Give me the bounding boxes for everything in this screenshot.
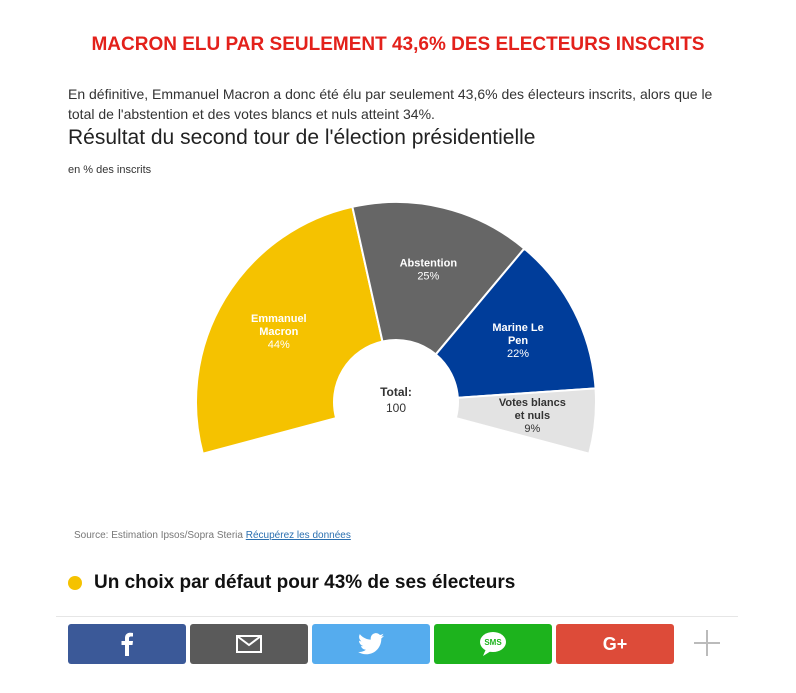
email-icon <box>236 635 262 653</box>
slice-label-1: Abstention 25% <box>400 257 458 282</box>
facebook-icon <box>121 632 133 656</box>
section-heading: Un choix par défaut pour 43% de ses élec… <box>68 572 515 594</box>
facebook-share-button[interactable] <box>68 624 186 664</box>
divider <box>56 616 738 617</box>
google-plus-icon: G+ <box>602 633 628 654</box>
semi-donut-chart: Emmanuel Macron 44% Abstention 25% Marine Le P… <box>195 201 597 455</box>
google-plus-share-button[interactable]: G+ <box>556 624 674 664</box>
slice-1 <box>351 201 526 356</box>
chart-source: Source: Estimation Ipsos/Sopra Steria Ré… <box>74 530 351 541</box>
share-bar: SMS G+ <box>68 624 728 664</box>
more-share-plus-icon[interactable] <box>692 628 722 658</box>
sms-icon: SMS <box>480 632 506 656</box>
center-total-label: Total: <box>380 385 412 399</box>
center-total-value: 100 <box>386 401 406 415</box>
slice-0 <box>195 205 384 455</box>
section-heading-text: Un choix par défaut pour 43% de ses élec… <box>94 572 516 593</box>
sms-share-button[interactable]: SMS <box>434 624 552 664</box>
bullet-dot-icon <box>68 576 82 590</box>
email-share-button[interactable] <box>190 624 308 664</box>
article-headline: MACRON ELU PAR SEULEMENT 43,6% DES ELECT… <box>91 34 705 55</box>
slice-2 <box>434 247 597 399</box>
sms-label: SMS <box>484 638 502 647</box>
slice-label-3: Votes blancs et nuls 9% <box>499 397 566 435</box>
source-text: Source: Estimation Ipsos/Sopra Steria <box>74 530 243 541</box>
slice-label-2: Marine Le Pen 22% <box>492 322 543 360</box>
download-data-link[interactable]: Récupérez les données <box>245 530 351 541</box>
twitter-share-button[interactable] <box>312 624 430 664</box>
twitter-icon <box>358 633 384 655</box>
chart-subtitle: en % des inscrits <box>68 164 152 176</box>
intro-paragraph: En définitive, Emmanuel Macron a donc ét… <box>68 86 713 122</box>
chart-title: Résultat du second tour de l'élection pr… <box>68 126 536 149</box>
slice-label-0: Emmanuel Macron 44% <box>251 313 307 351</box>
slice-3 <box>454 387 597 455</box>
